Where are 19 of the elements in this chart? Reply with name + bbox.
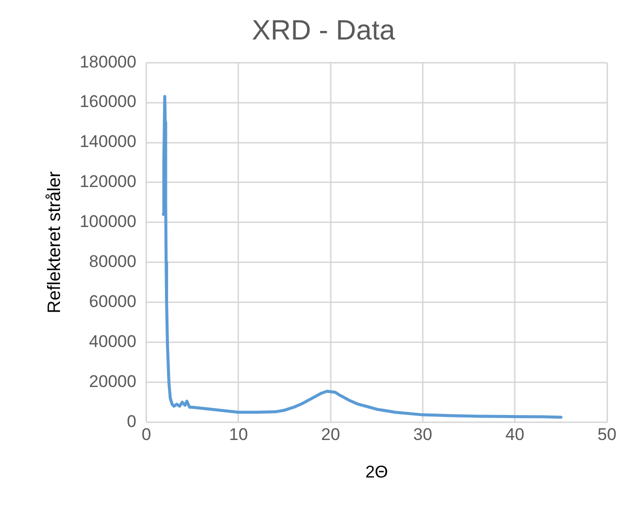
y-tick-label: 120000 bbox=[80, 172, 136, 192]
x-tick-label: 0 bbox=[142, 425, 152, 444]
y-tick-label: 20000 bbox=[89, 372, 136, 391]
y-tick-label: 60000 bbox=[89, 292, 136, 312]
y-axis-title: Reflekteret stråler bbox=[44, 171, 64, 314]
y-tick-label: 160000 bbox=[80, 92, 136, 112]
y-tick-label: 40000 bbox=[89, 332, 136, 351]
x-tick-label: 40 bbox=[505, 425, 524, 444]
x-tick-label: 30 bbox=[413, 425, 432, 444]
y-tick-label: 100000 bbox=[80, 212, 136, 232]
chart-title: XRD - Data bbox=[252, 14, 396, 46]
x-tick-label: 50 bbox=[598, 425, 616, 444]
y-tick-label: 140000 bbox=[80, 132, 136, 152]
x-tick-label: 20 bbox=[321, 425, 340, 444]
y-tick-label: 80000 bbox=[89, 252, 136, 272]
x-axis-title: 2Θ bbox=[365, 462, 388, 482]
x-tick-label: 10 bbox=[229, 425, 248, 444]
y-tick-label: 0 bbox=[126, 412, 136, 431]
y-tick-label: 180000 bbox=[80, 52, 136, 72]
